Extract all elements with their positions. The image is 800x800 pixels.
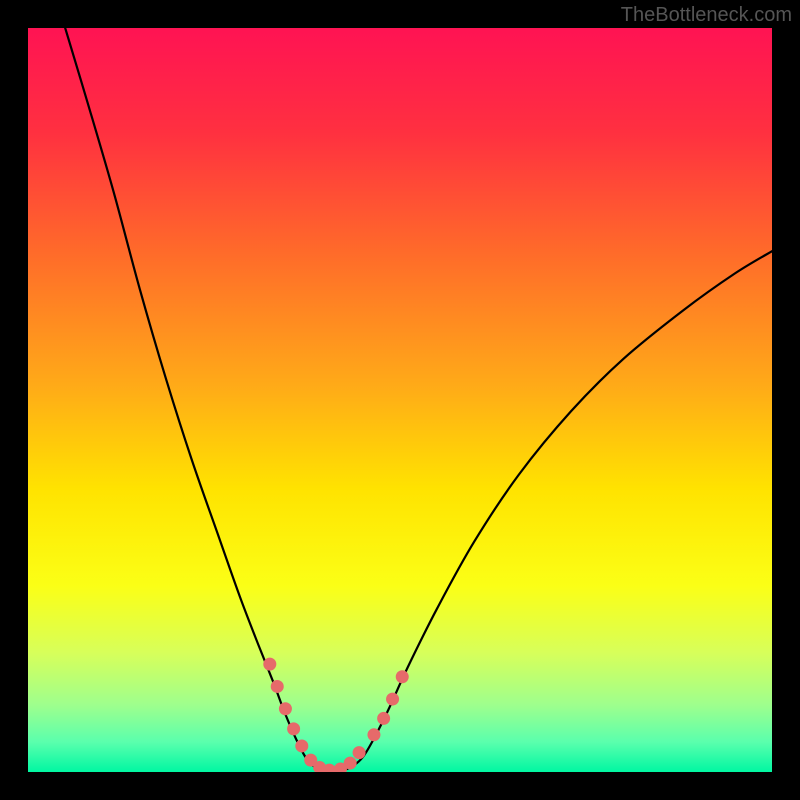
emphasis-marker: [344, 757, 357, 770]
watermark-text: TheBottleneck.com: [621, 4, 792, 27]
emphasis-marker: [295, 739, 308, 752]
emphasis-marker: [279, 702, 292, 715]
emphasis-marker: [367, 728, 380, 741]
emphasis-marker: [271, 680, 284, 693]
chart-container: TheBottleneck.com: [0, 0, 800, 800]
emphasis-marker: [263, 658, 276, 671]
emphasis-marker: [396, 670, 409, 683]
emphasis-marker: [386, 693, 399, 706]
emphasis-marker: [377, 712, 390, 725]
plot-area: [28, 28, 772, 772]
bottleneck-curve-chart: [0, 0, 800, 800]
emphasis-marker: [287, 722, 300, 735]
emphasis-marker: [353, 746, 366, 759]
